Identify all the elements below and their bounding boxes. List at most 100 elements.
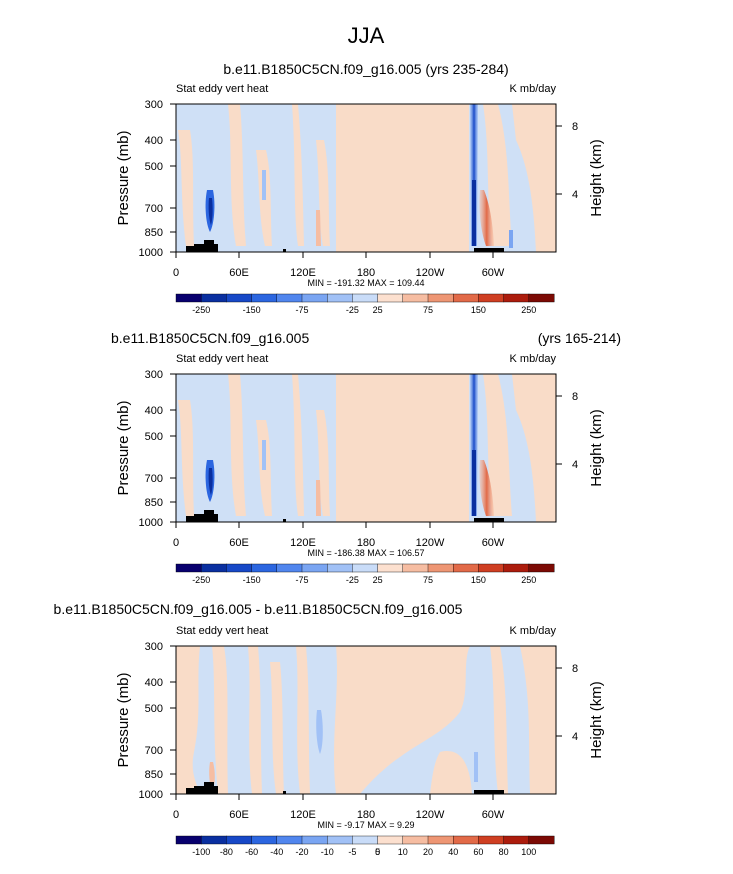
colorbar-swatch xyxy=(226,835,253,845)
y-right-tick-label: 8 xyxy=(572,121,578,133)
panel-2: b.e11.B1850C5CN.f09_g16.005 (yrs 165-214… xyxy=(111,330,621,585)
colorbar-swatch xyxy=(251,293,278,303)
stats-label: MIN = -9.17 MAX = 9.29 xyxy=(317,820,414,830)
x-axis: 0 60E 120E 180 120W 60W xyxy=(173,252,505,279)
colorbar-swatch xyxy=(326,293,353,303)
colorbar-swatch xyxy=(528,835,555,845)
colorbar-swatch xyxy=(175,293,202,303)
y-tick-label: 300 xyxy=(145,369,163,381)
y-tick-label: 700 xyxy=(145,473,163,485)
x-tick-label: 60E xyxy=(229,267,249,279)
right-string: K mb/day xyxy=(510,353,557,365)
y-axis: 300 400 500 700 850 1000 Pressure (mb) xyxy=(115,369,176,529)
colorbar-swatch xyxy=(201,563,227,573)
contour-field xyxy=(176,104,556,252)
colorbar-label: 150 xyxy=(471,575,486,585)
x-tick-label: 0 xyxy=(173,809,179,821)
y-tick-label: 850 xyxy=(145,497,163,509)
colorbar-label: 100 xyxy=(521,847,536,857)
colorbar-label: -150 xyxy=(243,305,261,315)
colorbar-swatch xyxy=(226,563,253,573)
colorbar-swatch xyxy=(276,835,303,845)
left-string: Stat eddy vert heat xyxy=(176,625,268,637)
colorbar-label: -80 xyxy=(220,847,233,857)
y-tick-label: 850 xyxy=(145,227,163,239)
colorbar-label: 250 xyxy=(521,575,536,585)
colorbar-swatch xyxy=(453,835,479,845)
y-axis-right: 8 4 Height (km) xyxy=(556,663,605,759)
colorbar-label: 75 xyxy=(423,575,433,585)
colorbar-swatch xyxy=(301,563,328,573)
colorbar-swatch xyxy=(301,293,328,303)
colorbar-swatch xyxy=(276,293,303,303)
colorbar-label: 25 xyxy=(373,575,383,585)
y-tick-label: 400 xyxy=(145,135,163,147)
colorbar-swatch xyxy=(175,835,202,845)
y-tick-label: 1000 xyxy=(139,247,163,259)
colorbar-swatch xyxy=(226,293,253,303)
colorbar-swatch xyxy=(251,563,278,573)
colorbar-swatch xyxy=(427,835,454,845)
x-tick-label: 120E xyxy=(290,267,316,279)
y-axis-label: Pressure (mb) xyxy=(115,400,132,495)
stats-label: MIN = -186.38 MAX = 106.57 xyxy=(307,548,424,558)
colorbar-swatch xyxy=(503,293,530,303)
colorbar-label: -250 xyxy=(192,575,210,585)
colorbar-swatch xyxy=(453,563,479,573)
colorbar-swatch xyxy=(402,835,429,845)
colorbar-swatch xyxy=(352,293,379,303)
colorbar-swatch xyxy=(201,835,227,845)
panel-1: b.e11.B1850C5CN.f09_g16.005 (yrs 235-284… xyxy=(115,61,605,315)
colorbar-swatch xyxy=(377,293,404,303)
colorbar-swatch xyxy=(503,563,530,573)
x-tick-label: 0 xyxy=(173,267,179,279)
colorbar: -250 -150 -75 -25 25 75 150 250 xyxy=(175,293,555,315)
colorbar-swatch xyxy=(528,293,555,303)
x-axis: 0 60E 120E 180 120W 60W xyxy=(173,794,505,821)
colorbar-swatch xyxy=(478,293,505,303)
colorbar-label: -100 xyxy=(192,847,210,857)
colorbar-swatch xyxy=(402,563,429,573)
colorbar-label: 10 xyxy=(398,847,408,857)
colorbar-swatch xyxy=(276,563,303,573)
y-axis-label: Pressure (mb) xyxy=(115,672,132,767)
colorbar-swatch xyxy=(326,835,353,845)
x-tick-label: 60W xyxy=(482,809,505,821)
x-tick-label: 0 xyxy=(173,537,179,549)
contour-field xyxy=(176,374,556,522)
stats-label: MIN = -191.32 MAX = 109.44 xyxy=(307,278,424,288)
colorbar-swatch xyxy=(301,835,328,845)
colorbar-swatch xyxy=(478,835,505,845)
x-tick-label: 180 xyxy=(357,809,375,821)
y-tick-label: 500 xyxy=(145,703,163,715)
x-axis: 0 60E 120E 180 120W 60W xyxy=(173,522,505,549)
colorbar-label: -60 xyxy=(245,847,258,857)
y-axis-right: 8 4 Height (km) xyxy=(556,391,605,487)
colorbar-label: -150 xyxy=(243,575,261,585)
x-tick-label: 180 xyxy=(357,537,375,549)
colorbar-swatch xyxy=(453,293,479,303)
y-axis-label: Pressure (mb) xyxy=(115,130,132,225)
colorbar-label: -75 xyxy=(295,305,308,315)
left-string: Stat eddy vert heat xyxy=(176,83,268,95)
y-axis-right: 8 4 Height (km) xyxy=(556,121,605,217)
y-tick-label: 300 xyxy=(145,99,163,111)
panel-title: b.e11.B1850C5CN.f09_g16.005 xyxy=(111,330,309,346)
terrain-mask xyxy=(186,240,504,252)
y-axis-right-label: Height (km) xyxy=(588,681,605,759)
contour-field xyxy=(176,646,556,794)
terrain-mask xyxy=(186,510,504,522)
colorbar-swatch xyxy=(427,293,454,303)
panel-title-right: (yrs 165-214) xyxy=(538,330,621,346)
y-axis-right-label: Height (km) xyxy=(588,139,605,217)
colorbar-label: -25 xyxy=(346,305,359,315)
x-tick-label: 120W xyxy=(416,267,445,279)
colorbar-label: 60 xyxy=(473,847,483,857)
x-tick-label: 120W xyxy=(416,537,445,549)
y-tick-label: 500 xyxy=(145,161,163,173)
colorbar-swatch xyxy=(352,563,379,573)
colorbar-label: 5 xyxy=(375,847,380,857)
colorbar-label: 40 xyxy=(448,847,458,857)
terrain-mask xyxy=(186,782,504,794)
